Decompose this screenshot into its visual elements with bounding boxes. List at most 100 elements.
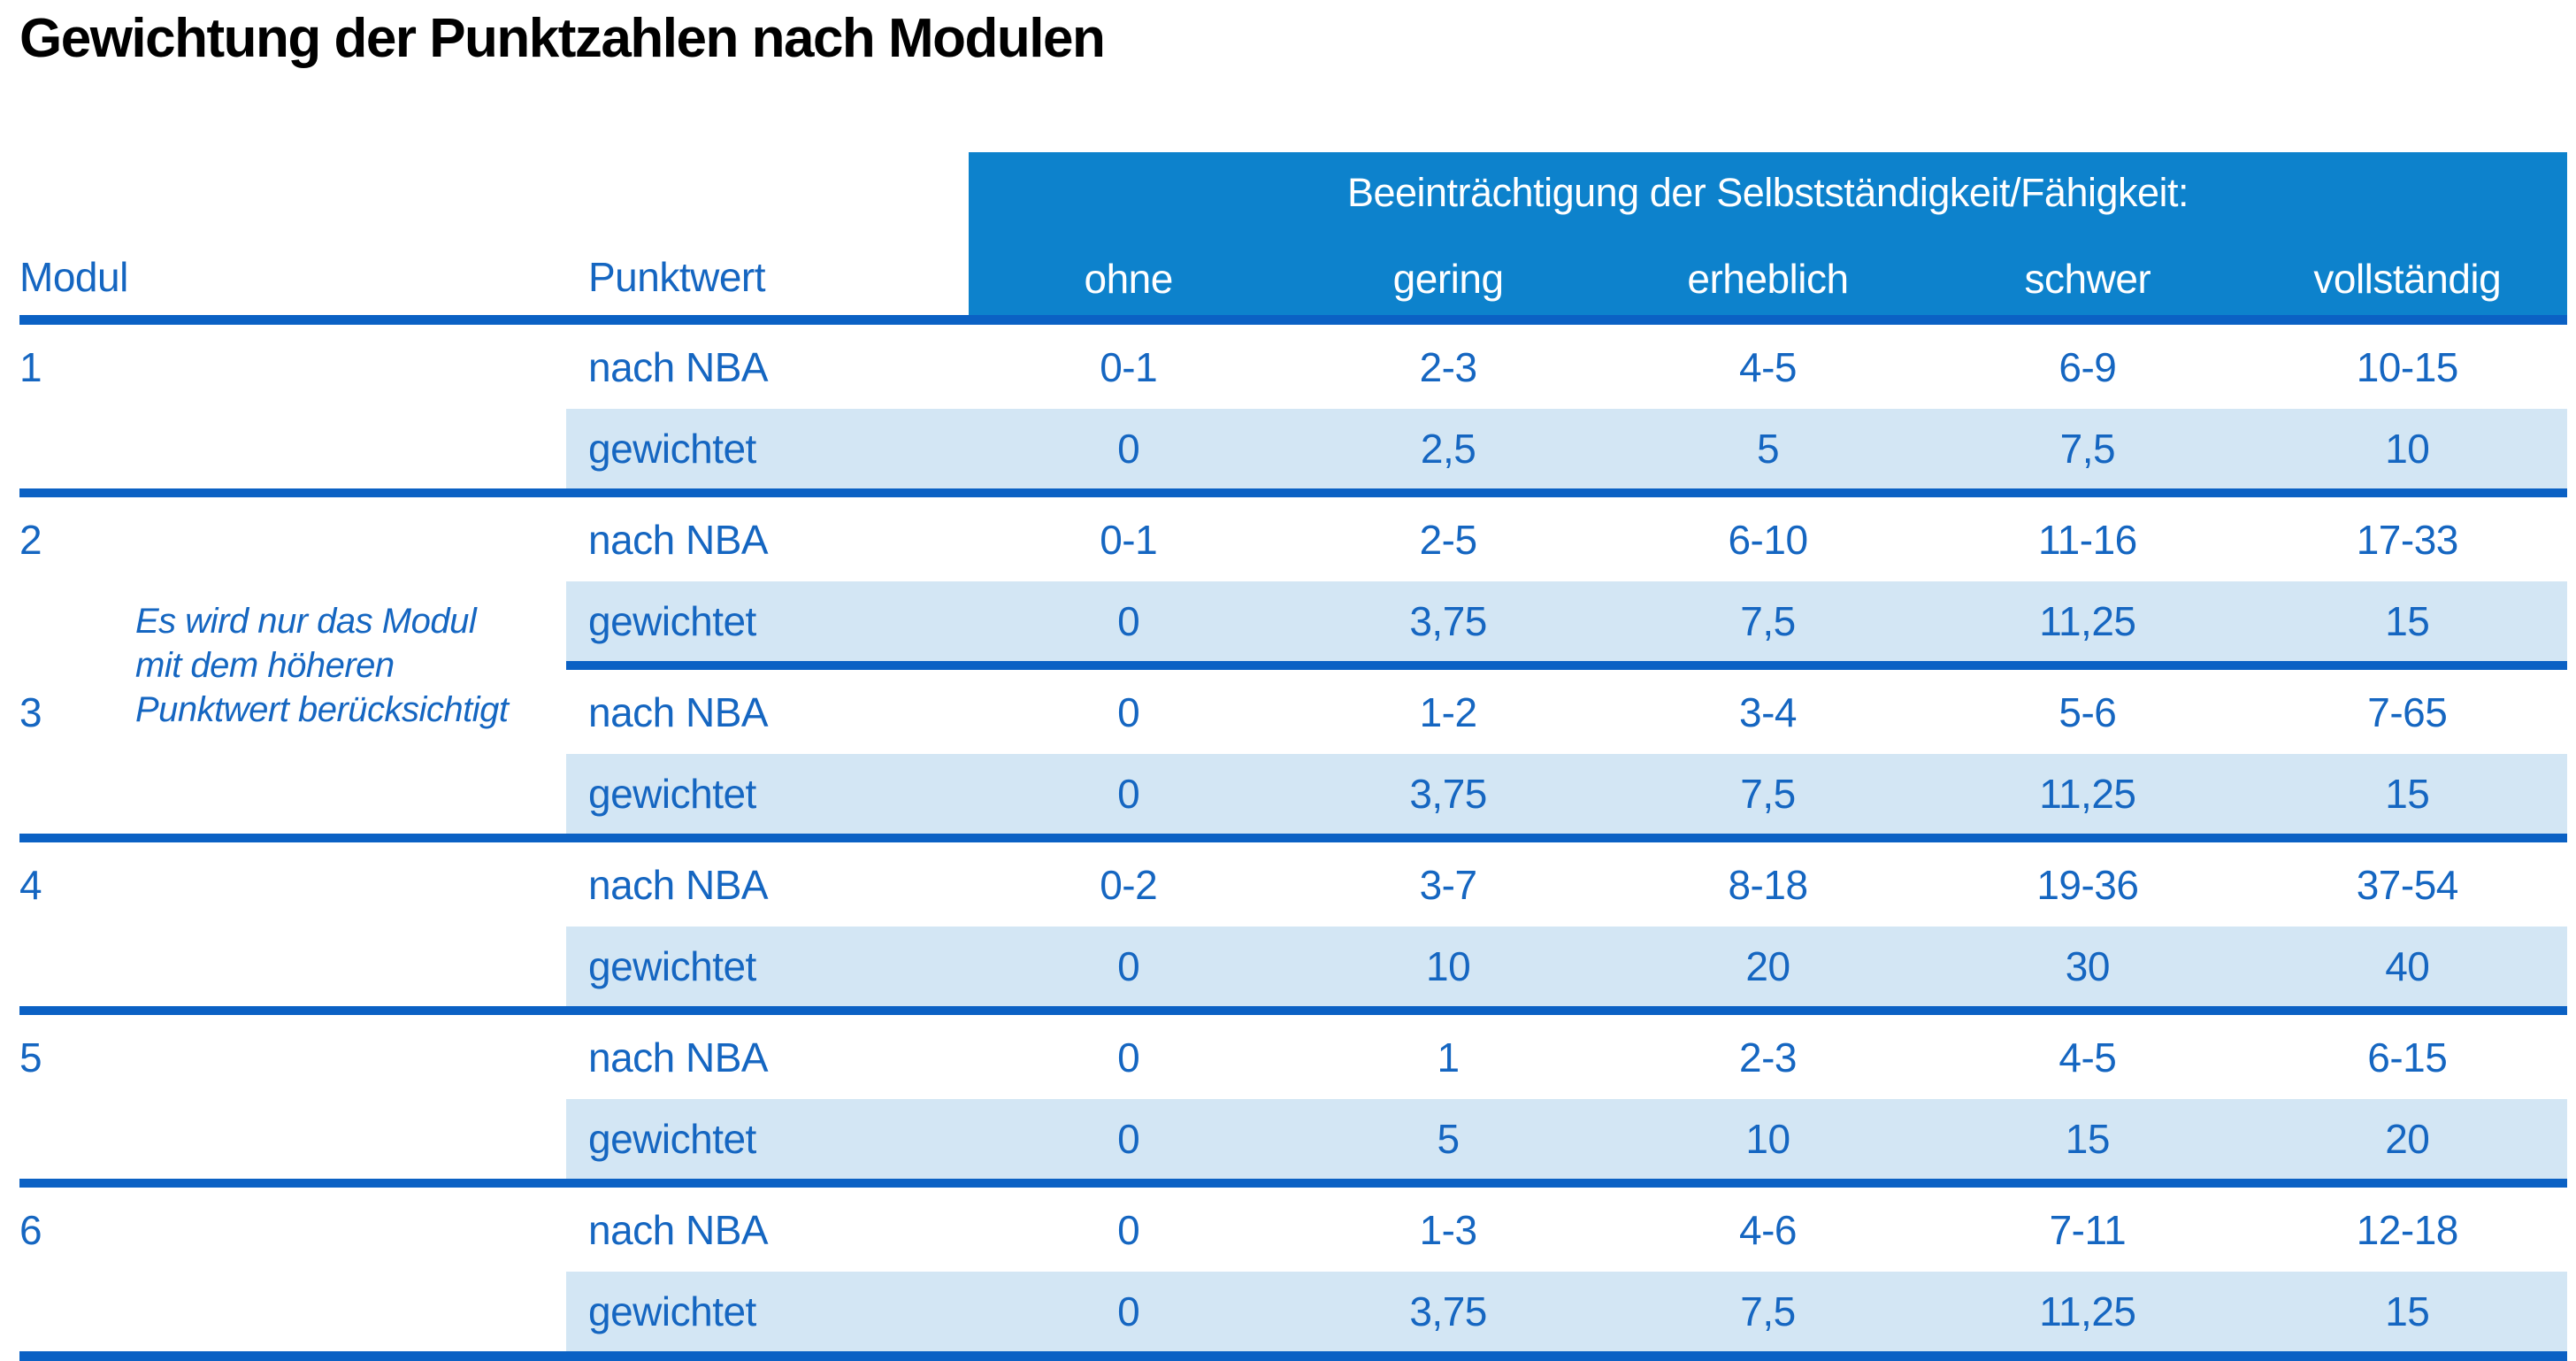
impairment-header: Beeinträchtigung der Selbstständigkeit/F… (1346, 170, 2189, 215)
note-line: Es wird nur das Modul (135, 602, 477, 641)
value-cell: 20 (1607, 927, 1928, 1006)
group-divider-partial (566, 661, 2567, 670)
value-cell: 20 (2247, 1099, 2567, 1179)
value-cell: 0 (969, 927, 1289, 1006)
row-label-nach-nba: nach NBA (588, 343, 769, 390)
table-bottom-divider (19, 1351, 2567, 1361)
table-row: 4 nach NBA 0-2 3-7 8-18 19-36 37-54 (19, 842, 2567, 927)
value-cell: 10-15 (2356, 343, 2459, 390)
row-label-gewichtet: gewichtet (566, 1099, 969, 1179)
table-row: gewichtet 0 10 20 30 40 (19, 927, 2567, 1006)
row-label-nach-nba: nach NBA (588, 1206, 769, 1253)
punktwert-column-header: Punktwert (588, 254, 766, 300)
value-cell: 7,5 (1607, 1272, 1928, 1351)
severity-header-row: ohne gering erheblich schwer vollständig (969, 255, 2567, 315)
value-cell: 7,5 (1607, 581, 1928, 661)
value-cell: 3-7 (1419, 861, 1477, 908)
table-row: 1 nach NBA 0-1 2-3 4-5 6-9 10-15 (19, 325, 2567, 409)
table-row: gewichtet 0 3,75 7,5 11,25 15 (19, 581, 2567, 661)
value-cell: 4-5 (1739, 343, 1797, 390)
value-cell: 2-5 (1419, 516, 1477, 563)
value-cell: 11-16 (2038, 516, 2137, 563)
value-cell: 10 (1607, 1099, 1928, 1179)
value-cell: 3,75 (1288, 1272, 1608, 1351)
module-number (19, 1099, 566, 1179)
row-label-gewichtet: gewichtet (566, 409, 969, 488)
value-cell: 15 (2247, 1272, 2567, 1351)
value-cell: 1-3 (1419, 1206, 1477, 1253)
table-row: gewichtet 0 2,5 5 7,5 10 (19, 409, 2567, 488)
row-label-gewichtet: gewichtet (566, 754, 969, 834)
modul-column-header: Modul (19, 254, 128, 300)
value-cell: 10 (1288, 927, 1608, 1006)
group-divider (19, 834, 2567, 842)
value-cell: 11,25 (1928, 754, 2248, 834)
row-label-nach-nba: nach NBA (588, 688, 769, 735)
severity-header-erheblich: erheblich (1687, 256, 1849, 302)
value-cell: 0 (1117, 1034, 1140, 1080)
severity-header-ohne: ohne (1084, 256, 1174, 302)
value-cell: 3,75 (1288, 754, 1608, 834)
value-cell: 6-10 (1728, 516, 1808, 563)
value-cell: 11,25 (1928, 1272, 2248, 1351)
value-cell: 4-6 (1739, 1206, 1797, 1253)
module-number (19, 754, 566, 834)
value-cell: 7,5 (1928, 409, 2248, 488)
value-cell: 0-2 (1100, 861, 1158, 908)
value-cell: 37-54 (2356, 861, 2459, 908)
group-divider (19, 1006, 2567, 1015)
module-note: Es wird nur das Modul mit dem höheren Pu… (135, 599, 509, 732)
value-cell: 17-33 (2356, 516, 2459, 563)
value-cell: 7,5 (1607, 754, 1928, 834)
weighting-table: Modul Punktwert Beeinträchtigung der Sel… (19, 152, 2567, 1361)
value-cell: 3,75 (1288, 581, 1608, 661)
note-line: Punktwert berücksichtigt (135, 690, 509, 729)
table-row: 6 nach NBA 0 1-3 4-6 7-11 12-18 (19, 1188, 2567, 1272)
value-cell: 1 (1437, 1034, 1460, 1080)
module-number (19, 927, 566, 1006)
table-row: gewichtet 0 3,75 7,5 11,25 15 (19, 1272, 2567, 1351)
value-cell: 1-2 (1419, 688, 1477, 735)
value-cell: 2,5 (1288, 409, 1608, 488)
value-cell: 2-3 (1419, 343, 1477, 390)
table-row: 5 nach NBA 0 1 2-3 4-5 6-15 (19, 1015, 2567, 1099)
row-label-gewichtet: gewichtet (566, 1272, 969, 1351)
value-cell: 6-15 (2367, 1034, 2448, 1080)
table-row: 2 nach NBA 0-1 2-5 6-10 11-16 17-33 (19, 497, 2567, 581)
row-label-nach-nba: nach NBA (588, 516, 769, 563)
value-cell: 12-18 (2356, 1206, 2459, 1253)
value-cell: 0 (969, 1099, 1289, 1179)
value-cell: 0 (969, 581, 1289, 661)
value-cell: 0 (969, 1272, 1289, 1351)
row-label-gewichtet: gewichtet (566, 927, 969, 1006)
value-cell: 0-1 (1100, 516, 1158, 563)
table-row: gewichtet 0 5 10 15 20 (19, 1099, 2567, 1179)
page-title: Gewichtung der Punktzahlen nach Modulen (19, 8, 1106, 69)
value-cell: 0 (1117, 688, 1140, 735)
severity-header-vollstaendig: vollständig (2313, 256, 2502, 302)
group-divider (19, 488, 2567, 497)
module-number (19, 1272, 566, 1351)
value-cell: 15 (1928, 1099, 2248, 1179)
value-cell: 6-9 (2058, 343, 2117, 390)
value-cell: 0 (1117, 1206, 1140, 1253)
value-cell: 5 (1288, 1099, 1608, 1179)
value-cell: 0 (969, 754, 1289, 834)
module-number: 4 (19, 861, 42, 908)
value-cell: 11,25 (1928, 581, 2248, 661)
value-cell: 7-65 (2367, 688, 2448, 735)
table-header: Modul Punktwert Beeinträchtigung der Sel… (19, 152, 2567, 315)
value-cell: 40 (2247, 927, 2567, 1006)
row-label-gewichtet: gewichtet (566, 581, 969, 661)
value-cell: 8-18 (1728, 861, 1808, 908)
row-label-nach-nba: nach NBA (588, 1034, 769, 1080)
value-cell: 5 (1607, 409, 1928, 488)
value-cell: 15 (2247, 754, 2567, 834)
value-cell: 10 (2247, 409, 2567, 488)
table-row: 3 nach NBA 0 1-2 3-4 5-6 7-65 (19, 670, 2567, 754)
severity-header-schwer: schwer (2024, 256, 2151, 302)
value-cell: 7-11 (2049, 1206, 2127, 1253)
note-line: mit dem höheren (135, 646, 395, 685)
module-number: 5 (19, 1034, 42, 1080)
severity-header-gering: gering (1392, 256, 1504, 302)
